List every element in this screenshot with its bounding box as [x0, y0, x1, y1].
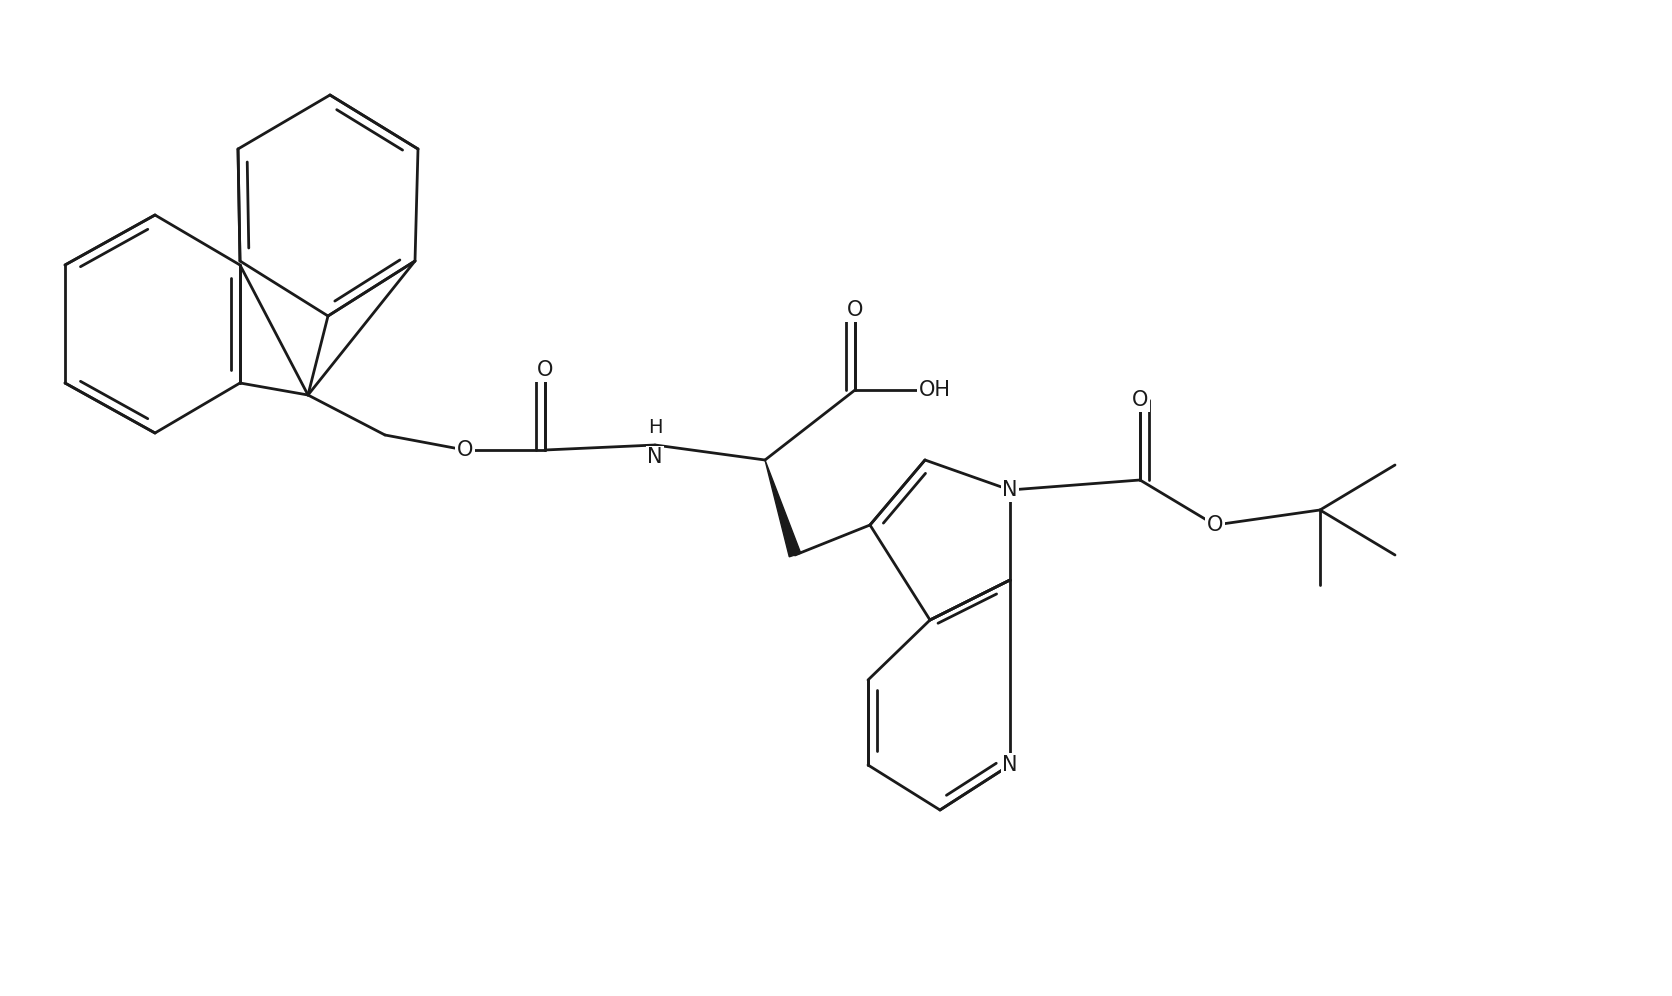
Text: O: O: [1207, 515, 1224, 535]
Text: O: O: [537, 360, 553, 380]
Text: N: N: [1002, 480, 1018, 500]
Text: OH: OH: [920, 380, 951, 400]
Text: N: N: [647, 447, 662, 467]
Text: H: H: [647, 417, 662, 436]
Text: O: O: [456, 440, 473, 460]
Polygon shape: [766, 460, 801, 557]
Text: N: N: [1002, 755, 1018, 775]
Text: O: O: [1132, 390, 1149, 410]
Text: O: O: [846, 300, 863, 320]
